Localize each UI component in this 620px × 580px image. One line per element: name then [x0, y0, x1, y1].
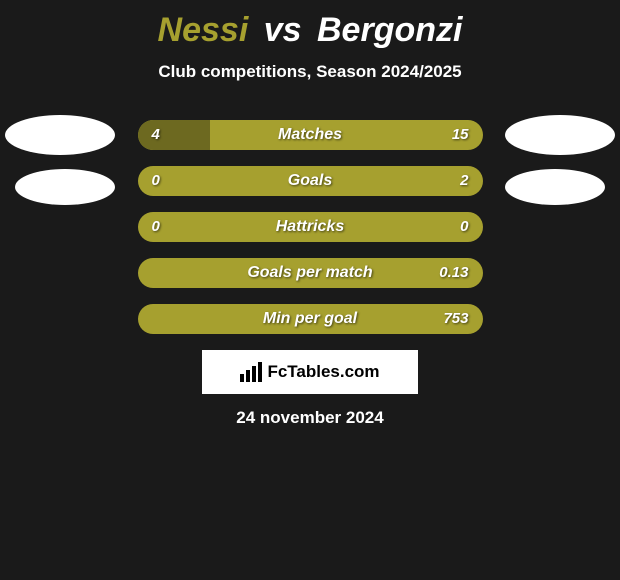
- stat-val-right: 2: [460, 166, 468, 196]
- stat-label: Matches: [138, 120, 483, 150]
- stat-label: Min per goal: [138, 304, 483, 334]
- subtitle: Club competitions, Season 2024/2025: [0, 62, 620, 82]
- stats-area: 4 Matches 15 0 Goals 2 0 Hattricks 0: [0, 120, 620, 334]
- stat-val-right: 0.13: [439, 258, 468, 288]
- container: Nessi vs Bergonzi Club competitions, Sea…: [0, 0, 620, 428]
- stat-label: Goals: [138, 166, 483, 196]
- footer-date: 24 november 2024: [0, 408, 620, 428]
- player2-avatar-icon: [505, 115, 615, 155]
- player1-avatar-shadow-icon: [15, 169, 115, 205]
- stat-label: Hattricks: [138, 212, 483, 242]
- player1-name: Nessi: [158, 11, 249, 49]
- player1-avatar-icon: [5, 115, 115, 155]
- page-title: Nessi vs Bergonzi: [0, 11, 620, 50]
- stat-row-hattricks: 0 Hattricks 0: [138, 212, 483, 242]
- stat-row-goals: 0 Goals 2: [138, 166, 483, 196]
- stat-label: Goals per match: [138, 258, 483, 288]
- stat-val-right: 0: [460, 212, 468, 242]
- stat-row-min-per-goal: Min per goal 753: [138, 304, 483, 334]
- stat-val-right: 15: [452, 120, 469, 150]
- player2-name: Bergonzi: [317, 11, 462, 49]
- vs-text: vs: [264, 11, 302, 49]
- logo-text: FcTables.com: [267, 362, 379, 382]
- fctables-logo[interactable]: FcTables.com: [202, 350, 418, 394]
- stat-val-right: 753: [443, 304, 468, 334]
- player2-avatar-shadow-icon: [505, 169, 605, 205]
- stat-row-matches: 4 Matches 15: [138, 120, 483, 150]
- chart-icon: [240, 362, 262, 382]
- stat-row-goals-per-match: Goals per match 0.13: [138, 258, 483, 288]
- stat-bars: 4 Matches 15 0 Goals 2 0 Hattricks 0: [138, 120, 483, 334]
